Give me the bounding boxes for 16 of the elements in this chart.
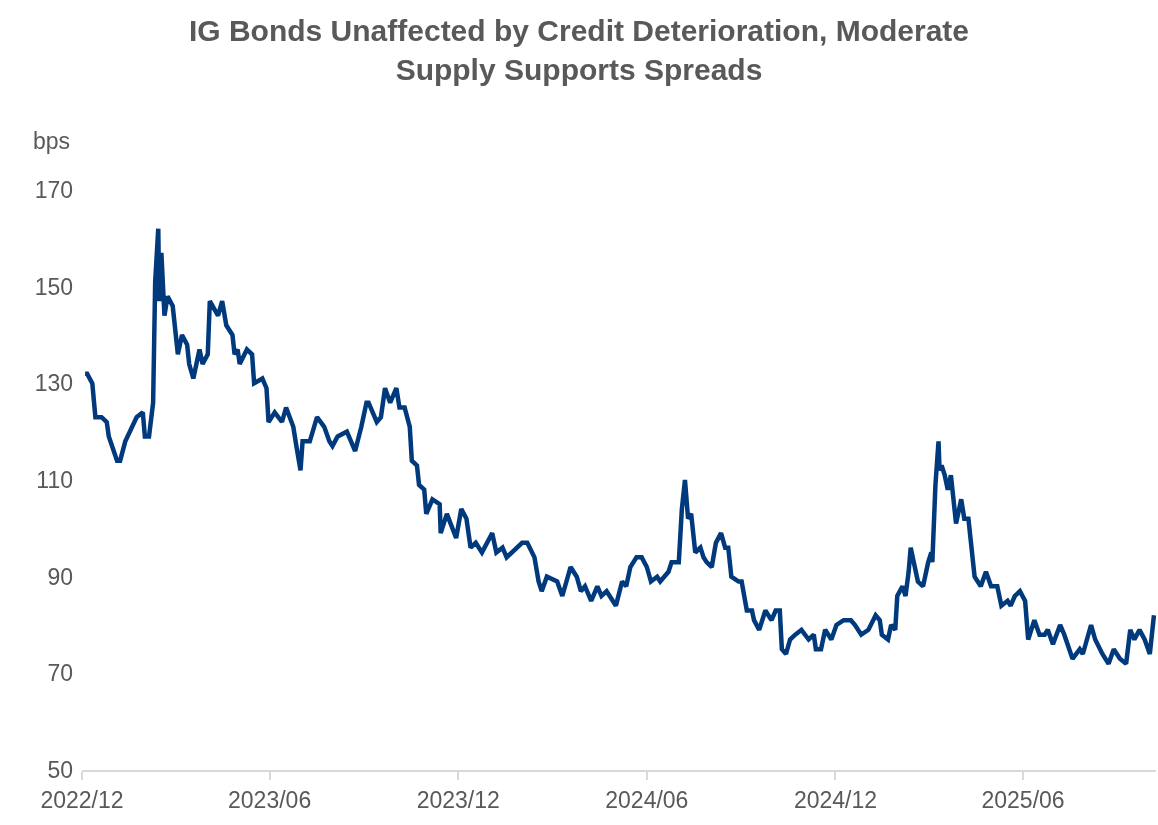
line-series bbox=[82, 226, 1156, 666]
chart-title: IG Bonds Unaffected by Credit Deterioration, Moderate Supply Supports Spreads bbox=[188, 14, 970, 87]
x-tick-label: 2024/06 bbox=[605, 786, 689, 813]
y-tick-label: 110 bbox=[36, 467, 73, 494]
y-tick-label: 170 bbox=[34, 177, 73, 204]
y-tick-label: 50 bbox=[47, 757, 73, 784]
y-tick-label: 70 bbox=[47, 660, 73, 687]
x-tick-label: 2023/06 bbox=[228, 786, 312, 813]
y-tick-label: 150 bbox=[34, 273, 73, 300]
y-axis-title: bps bbox=[33, 128, 71, 154]
y-tick-label: 90 bbox=[47, 563, 73, 590]
x-tick-label: 2022/12 bbox=[40, 786, 124, 813]
x-tick-label: 2025/06 bbox=[981, 786, 1065, 813]
x-tick-label: 2024/12 bbox=[793, 786, 878, 813]
y-tick-label: 130 bbox=[34, 370, 73, 397]
x-tick-label: 2023/12 bbox=[416, 786, 500, 813]
